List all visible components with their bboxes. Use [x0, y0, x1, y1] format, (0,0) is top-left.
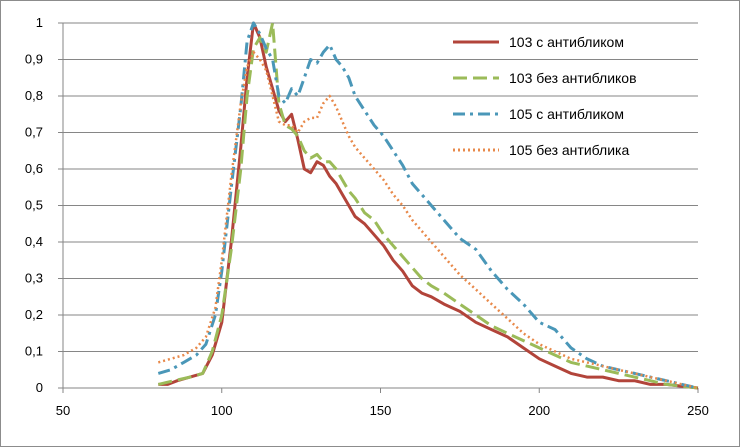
y-tick-label: 0,5 — [25, 198, 43, 213]
series-line-3 — [157, 21, 699, 390]
y-tick-label: 0,4 — [25, 234, 43, 249]
grid-lines — [63, 22, 698, 352]
legend-label-2: 103 без антибликов — [509, 70, 637, 86]
y-tick-label: 0,1 — [25, 344, 43, 359]
x-tick-labels: 50 100 150 200 250 — [56, 403, 709, 418]
series-line-2 — [157, 21, 699, 390]
x-tick-label: 50 — [56, 403, 70, 418]
y-tick-label: 0,6 — [25, 161, 43, 176]
y-tick-label: 0 — [36, 380, 43, 395]
legend-label-1: 103 с антибликом — [509, 34, 624, 50]
legend: 103 с антибликом 103 без антибликов 105 с … — [453, 34, 637, 158]
y-tick-label: 0,7 — [25, 125, 43, 140]
x-tick-label: 250 — [687, 403, 709, 418]
series-lines — [157, 21, 699, 390]
y-tick-labels: 0 0,1 0,2 0,3 0,4 0,5 0,6 0,7 0,8 0,9 1 — [25, 15, 43, 395]
x-tick-label: 150 — [370, 403, 392, 418]
series-line-1 — [158, 21, 699, 390]
y-tick-label: 0,9 — [25, 52, 43, 67]
legend-label-4: 105 без антиблика — [509, 142, 629, 158]
x-tick-label: 200 — [528, 403, 550, 418]
legend-label-3: 105 с антибликом — [509, 106, 624, 122]
y-tick-label: 0,3 — [25, 271, 43, 286]
y-tick-label: 1 — [36, 15, 43, 30]
series-line-4 — [157, 50, 699, 390]
axes — [58, 22, 699, 393]
y-tick-label: 0,8 — [25, 88, 43, 103]
y-tick-label: 0,2 — [25, 307, 43, 322]
x-tick-label: 100 — [211, 403, 233, 418]
